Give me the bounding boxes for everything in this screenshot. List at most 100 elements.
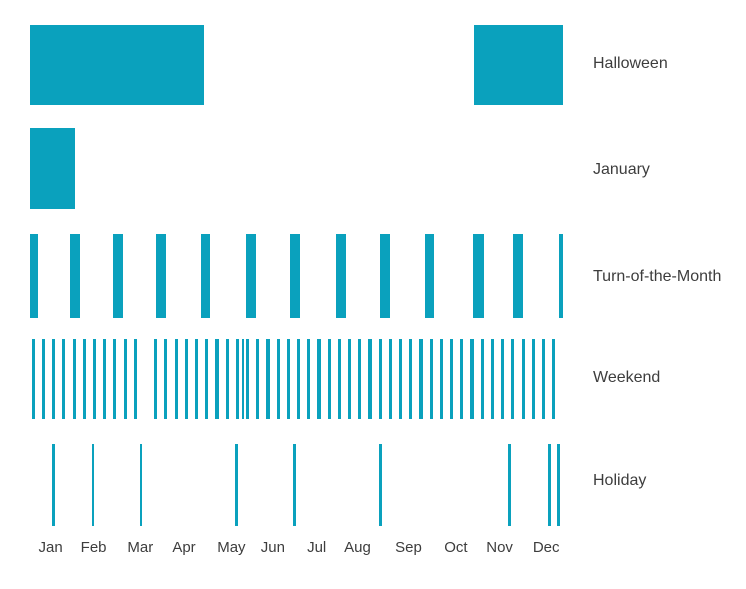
interval-bar	[92, 339, 97, 419]
january-bars	[0, 128, 746, 209]
row-label-turn-of-the-month: Turn-of-the-Month	[593, 268, 722, 285]
x-tick-apr: Apr	[172, 539, 196, 556]
interval-bar	[501, 339, 505, 419]
interval-bar	[439, 339, 443, 419]
interval-bar	[215, 339, 219, 419]
interval-bar	[91, 444, 95, 526]
interval-bar	[508, 444, 512, 526]
interval-bar	[164, 339, 168, 419]
interval-bar	[317, 339, 321, 419]
interval-bar	[103, 339, 107, 419]
interval-bar	[82, 339, 86, 419]
weekend-bars	[0, 339, 746, 419]
x-tick-may: May	[217, 539, 246, 556]
x-tick-aug: Aug	[344, 539, 371, 556]
x-tick-jul: Jul	[307, 539, 327, 556]
interval-bar	[242, 339, 245, 419]
interval-bar	[348, 339, 352, 419]
interval-bar	[29, 234, 38, 318]
interval-bar	[521, 339, 525, 419]
interval-bar	[29, 25, 205, 105]
interval-bar	[72, 339, 76, 419]
interval-bar	[511, 339, 515, 419]
row-label-january: January	[593, 161, 650, 178]
interval-bar	[174, 339, 178, 419]
interval-bar	[41, 339, 46, 419]
interval-bar	[113, 234, 123, 318]
x-tick-dec: Dec	[532, 539, 560, 556]
interval-bar	[429, 339, 433, 419]
interval-bar	[246, 234, 256, 318]
x-tick-mar: Mar	[127, 539, 154, 556]
interval-bar	[31, 339, 35, 419]
interval-bar	[541, 339, 546, 419]
interval-bar	[133, 339, 137, 419]
interval-bar	[246, 339, 250, 419]
interval-bar	[490, 339, 494, 419]
interval-bar	[52, 339, 56, 419]
row-label-weekend: Weekend	[593, 369, 661, 386]
interval-bar	[266, 339, 270, 419]
interval-bar	[552, 339, 556, 419]
interval-bar	[289, 234, 300, 318]
interval-bar	[29, 128, 75, 209]
interval-bar	[450, 339, 454, 419]
interval-bar	[388, 339, 392, 419]
interval-bar	[307, 339, 311, 419]
interval-bar	[297, 339, 301, 419]
interval-bar	[200, 234, 211, 318]
interval-bar	[123, 339, 127, 419]
interval-bar	[113, 339, 117, 419]
x-tick-sep: Sep	[395, 539, 422, 556]
interval-bar	[358, 339, 362, 419]
interval-bar	[557, 444, 561, 526]
interval-bar	[473, 234, 484, 318]
interval-bar	[424, 234, 434, 318]
interval-bar	[368, 339, 372, 419]
row-weekend	[0, 339, 746, 419]
interval-bar	[235, 339, 239, 419]
interval-bar	[225, 339, 229, 419]
interval-bar	[559, 234, 563, 318]
x-tick-nov: Nov	[486, 539, 513, 556]
x-tick-feb: Feb	[80, 539, 107, 556]
x-tick-jan: Jan	[38, 539, 63, 556]
interval-bar	[378, 339, 382, 419]
x-tick-oct: Oct	[444, 539, 468, 556]
halloween-bars	[0, 25, 746, 105]
interval-bar	[70, 234, 80, 318]
interval-bar	[337, 339, 341, 419]
interval-bar	[531, 339, 535, 419]
interval-bar	[194, 339, 199, 419]
interval-bar	[474, 25, 563, 105]
interval-bar	[139, 444, 143, 526]
row-halloween	[0, 25, 746, 105]
interval-bar	[379, 444, 383, 526]
interval-bar	[513, 234, 523, 318]
interval-bar	[399, 339, 403, 419]
interval-bar	[293, 444, 297, 526]
interval-bar	[380, 234, 390, 318]
interval-bar	[62, 339, 66, 419]
interval-bar	[480, 339, 484, 419]
turn-of-the-month-bars	[0, 234, 746, 318]
interval-bar	[276, 339, 280, 419]
interval-bar	[327, 339, 331, 419]
interval-bar	[154, 339, 158, 419]
interval-bar	[409, 339, 413, 419]
interval-bar	[52, 444, 55, 526]
interval-bar	[235, 444, 238, 526]
interval-bar	[460, 339, 464, 419]
interval-bar	[548, 444, 552, 526]
interval-bar	[470, 339, 474, 419]
row-turn-of-the-month	[0, 234, 746, 318]
row-holiday	[0, 444, 746, 526]
holiday-bars	[0, 444, 746, 526]
row-january	[0, 128, 746, 209]
interval-bar	[419, 339, 423, 419]
interval-bar	[286, 339, 290, 419]
interval-bar	[156, 234, 166, 318]
interval-bar	[336, 234, 346, 318]
row-label-halloween: Halloween	[593, 55, 668, 72]
